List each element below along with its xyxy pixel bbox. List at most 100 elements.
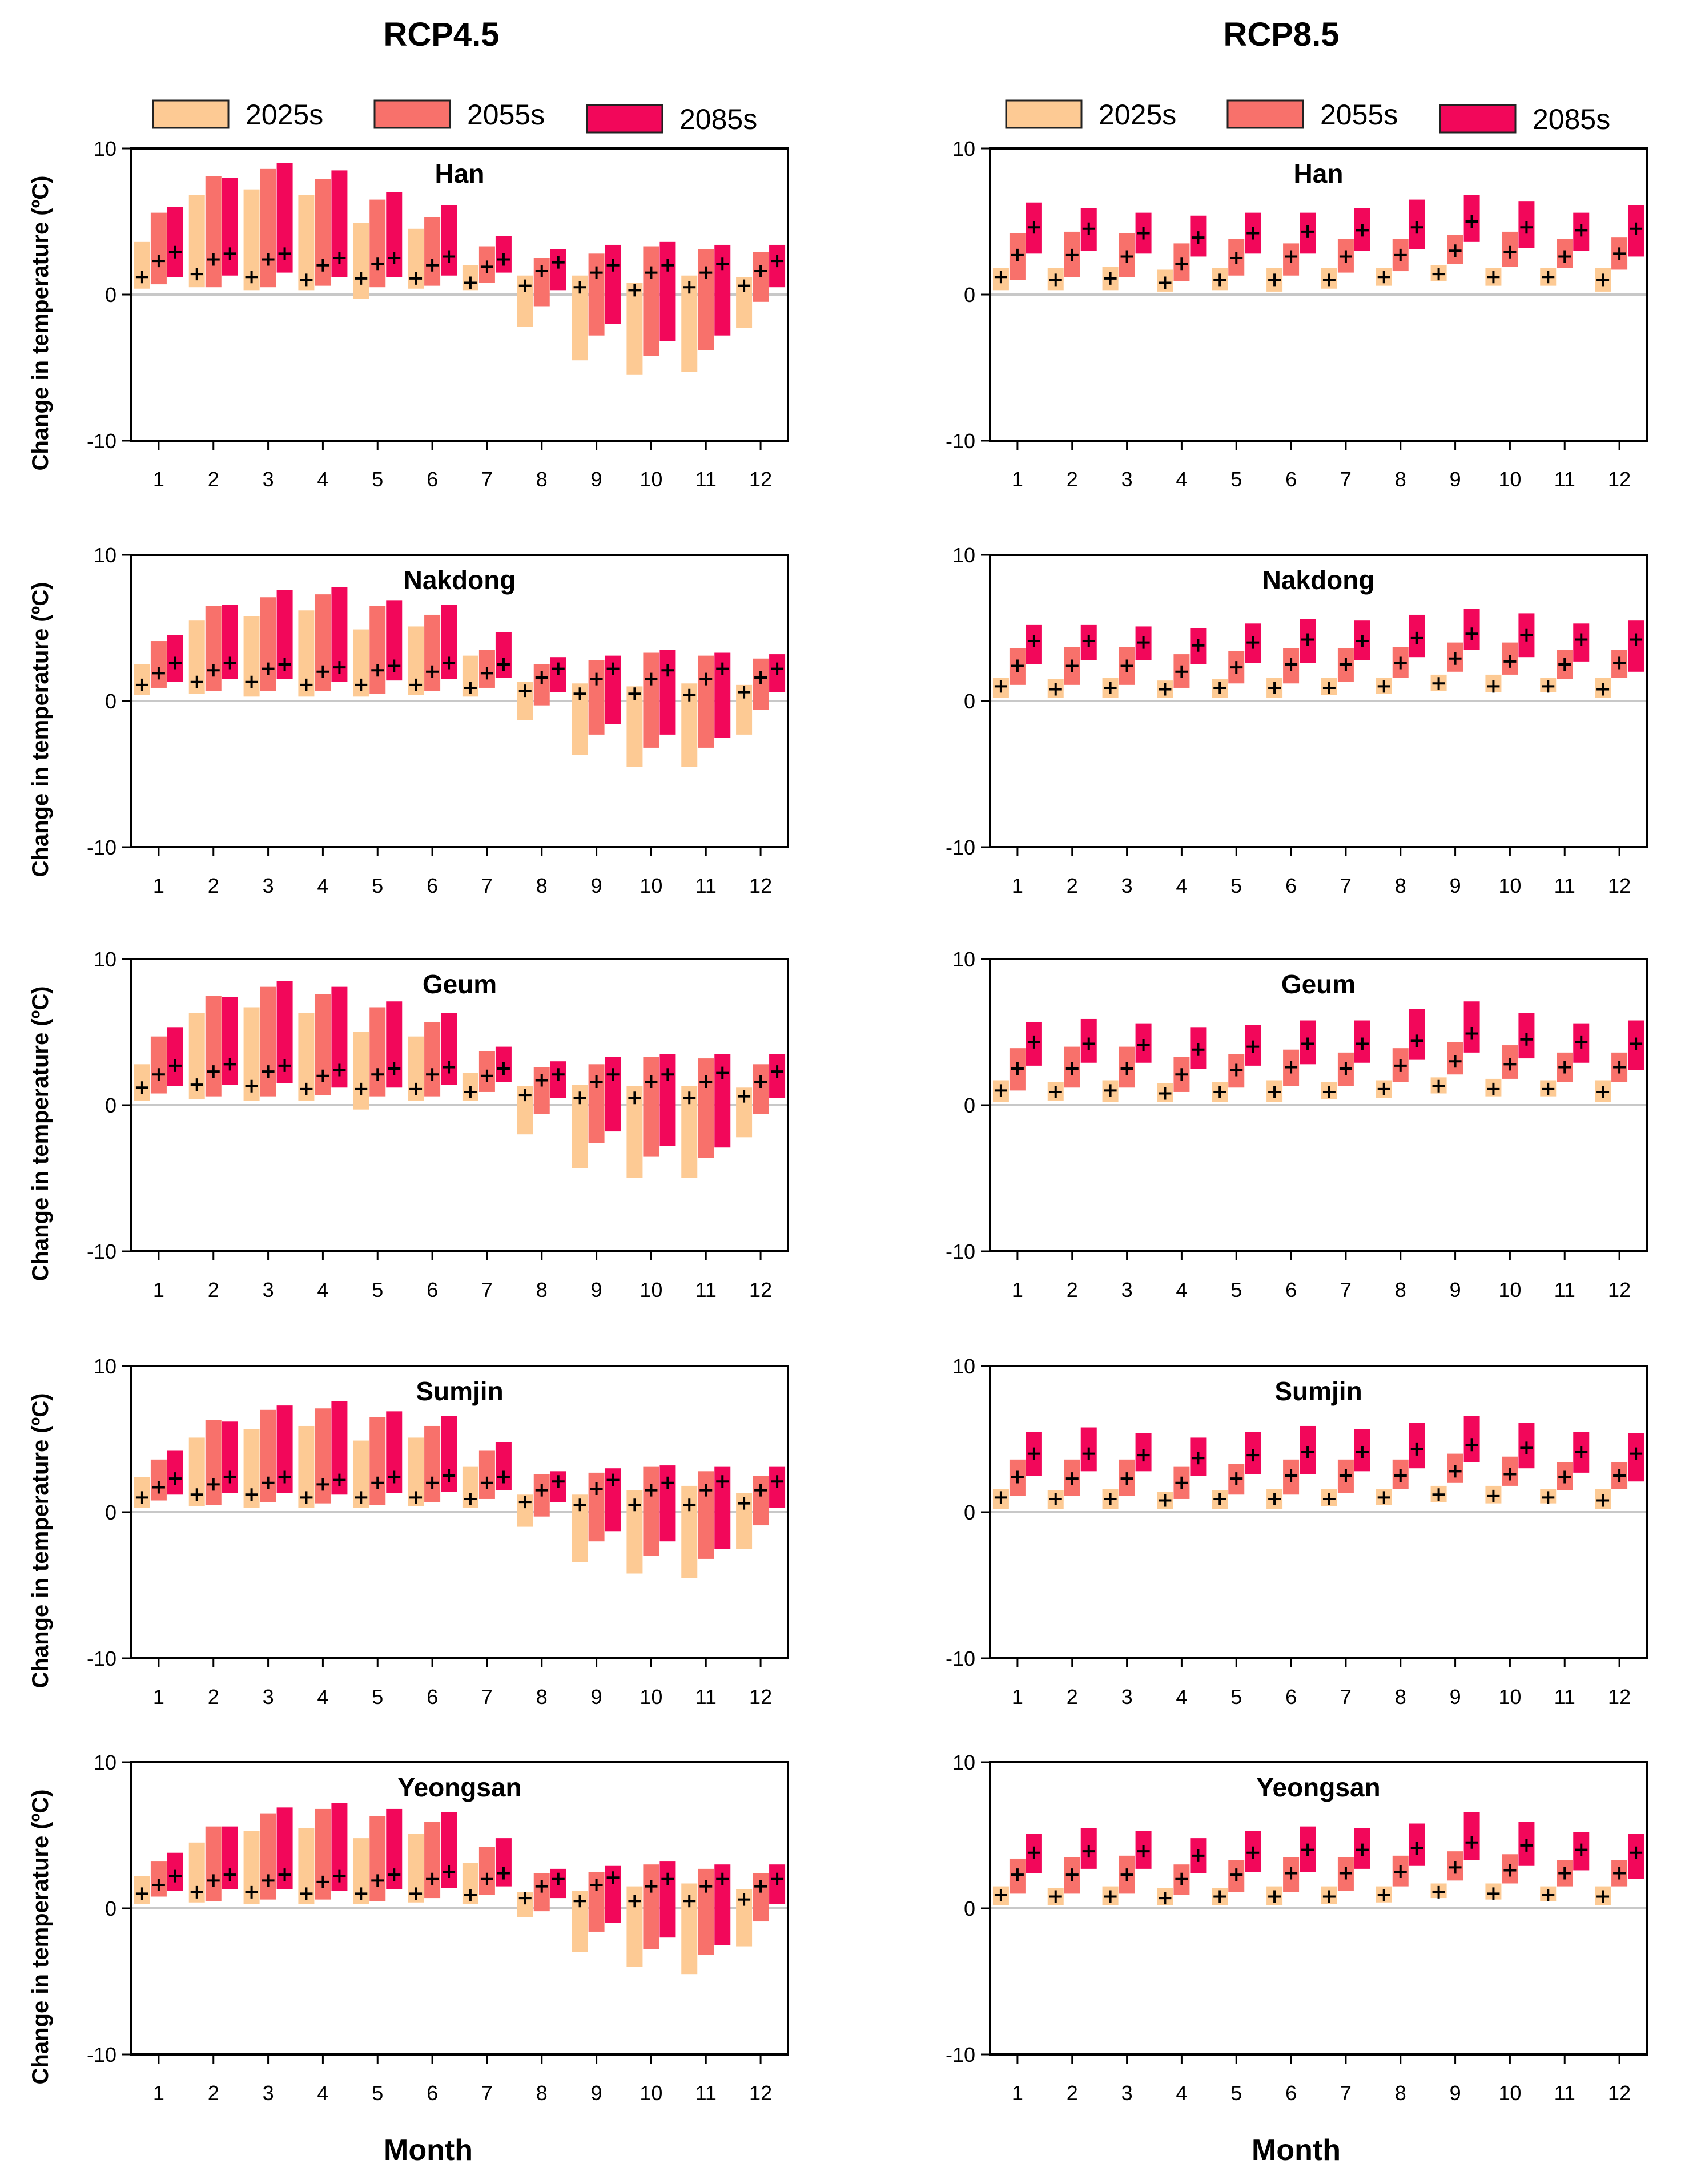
x-tick-label: 9 bbox=[591, 874, 602, 897]
legend-label-2085s: 2085s bbox=[1533, 103, 1610, 135]
mean-marker-2055s-month-6 bbox=[426, 259, 439, 272]
x-tick-label: 5 bbox=[372, 468, 383, 491]
x-tick-label: 8 bbox=[536, 2081, 548, 2105]
y-tick-label: 0 bbox=[105, 690, 116, 713]
mean-marker-2025s-month-4 bbox=[1159, 683, 1172, 696]
mean-marker-2025s-month-7 bbox=[464, 1888, 477, 1901]
mean-marker-2085s-month-6 bbox=[443, 656, 456, 670]
x-tick-label: 7 bbox=[1340, 874, 1352, 897]
x-tick-label: 8 bbox=[536, 468, 548, 491]
mean-marker-2025s-month-5 bbox=[1213, 273, 1226, 287]
y-tick-label: 10 bbox=[952, 1355, 975, 1378]
mean-marker-2055s-month-10 bbox=[645, 1880, 658, 1893]
mean-marker-2055s-month-10 bbox=[645, 1484, 658, 1497]
mean-marker-2055s-month-6 bbox=[1285, 250, 1298, 263]
legend-rcp85: 2025s 2055s 2085s bbox=[1005, 99, 1610, 135]
mean-marker-2055s-month-10 bbox=[1503, 245, 1517, 259]
x-tick-label: 8 bbox=[536, 1278, 548, 1301]
y-axis-title: Change in temperature (ºC) bbox=[28, 176, 53, 471]
x-tick-label: 6 bbox=[1285, 874, 1297, 897]
x-tick-label: 6 bbox=[427, 874, 438, 897]
x-tick-label: 4 bbox=[1176, 468, 1187, 491]
mean-marker-2085s-month-12 bbox=[1630, 1846, 1643, 1859]
mean-marker-2055s-month-1 bbox=[152, 667, 165, 680]
mean-marker-2055s-month-11 bbox=[699, 672, 713, 686]
panel-title: Han bbox=[435, 159, 485, 188]
mean-marker-2085s-month-6 bbox=[443, 250, 456, 263]
x-tick-label: 6 bbox=[427, 2081, 438, 2105]
mean-marker-2085s-month-3 bbox=[1137, 1449, 1150, 1462]
range-bar-2055s-month-7 bbox=[478, 1450, 495, 1499]
x-tick-label: 12 bbox=[749, 2081, 772, 2105]
mean-marker-2085s-month-5 bbox=[388, 1062, 401, 1075]
range-bar-2055s-month-1 bbox=[150, 1459, 167, 1501]
mean-marker-2055s-month-10 bbox=[1503, 1058, 1517, 1071]
mean-marker-2025s-month-9 bbox=[1432, 1885, 1445, 1899]
x-tick-label: 3 bbox=[1121, 1278, 1133, 1301]
mean-marker-2085s-month-7 bbox=[497, 658, 510, 671]
mean-marker-2055s-month-12 bbox=[754, 265, 767, 278]
range-bar-2085s-month-7 bbox=[495, 632, 512, 678]
mean-marker-2085s-month-11 bbox=[1575, 633, 1588, 646]
mean-marker-2025s-month-1 bbox=[994, 1491, 1007, 1504]
mean-marker-2055s-month-4 bbox=[316, 1069, 329, 1082]
x-tick-label: 8 bbox=[536, 874, 548, 897]
mean-marker-2055s-month-7 bbox=[1339, 658, 1352, 671]
mean-marker-2085s-month-12 bbox=[1630, 1447, 1643, 1460]
mean-marker-2055s-month-5 bbox=[1230, 1472, 1243, 1485]
range-bar-2025s-month-5 bbox=[353, 1032, 369, 1110]
x-tick-label: 12 bbox=[1608, 1685, 1631, 1708]
mean-marker-2085s-month-4 bbox=[1192, 639, 1205, 652]
y-tick-label: -10 bbox=[87, 836, 116, 859]
mean-marker-2055s-month-7 bbox=[1339, 1469, 1352, 1482]
mean-marker-2085s-month-5 bbox=[1246, 1846, 1260, 1859]
x-tick-label: 12 bbox=[749, 874, 772, 897]
y-tick-label: 0 bbox=[964, 1897, 975, 1920]
x-tick-label: 3 bbox=[1121, 1685, 1133, 1708]
mean-marker-2025s-month-11 bbox=[683, 1498, 696, 1512]
mean-marker-2055s-month-10 bbox=[645, 672, 658, 686]
mean-marker-2055s-month-3 bbox=[262, 1065, 275, 1078]
mean-marker-2025s-month-2 bbox=[190, 268, 203, 281]
x-tick-label: 10 bbox=[1498, 2081, 1521, 2105]
mean-marker-2055s-month-1 bbox=[1011, 1868, 1024, 1881]
range-bar-2055s-month-11 bbox=[698, 249, 714, 350]
range-bar-2055s-month-1 bbox=[150, 641, 167, 688]
x-tick-label: 10 bbox=[640, 468, 662, 491]
mean-marker-2055s-month-9 bbox=[590, 1075, 603, 1089]
x-tick-label: 1 bbox=[1012, 1685, 1023, 1708]
mean-marker-2085s-month-9 bbox=[606, 1473, 620, 1486]
mean-marker-2085s-month-10 bbox=[661, 1068, 674, 1081]
x-tick-label: 9 bbox=[591, 468, 602, 491]
range-bar-2055s-month-11 bbox=[698, 655, 714, 748]
y-tick-label: 0 bbox=[964, 1094, 975, 1117]
mean-marker-2085s-month-7 bbox=[1356, 224, 1369, 237]
mean-marker-2025s-month-5 bbox=[1213, 1492, 1226, 1505]
legend-swatch-2025s bbox=[152, 99, 230, 129]
mean-marker-2085s-month-11 bbox=[716, 1475, 729, 1488]
mean-marker-2055s-month-1 bbox=[152, 255, 165, 268]
mean-marker-2055s-month-7 bbox=[1339, 250, 1352, 263]
mean-marker-2025s-month-4 bbox=[1159, 1494, 1172, 1507]
range-bar-2085s-month-9 bbox=[1463, 1001, 1480, 1053]
mean-marker-2055s-month-1 bbox=[152, 1068, 165, 1081]
range-bar-2085s-month-9 bbox=[1463, 1812, 1480, 1860]
x-tick-label: 9 bbox=[1450, 1278, 1461, 1301]
x-tick-label: 4 bbox=[317, 1278, 328, 1301]
mean-marker-2055s-month-9 bbox=[590, 1879, 603, 1892]
mean-marker-2025s-month-8 bbox=[518, 1892, 532, 1905]
mean-marker-2055s-month-4 bbox=[1175, 1476, 1188, 1489]
mean-marker-2085s-month-4 bbox=[333, 1473, 346, 1486]
mean-marker-2025s-month-12 bbox=[738, 1090, 751, 1103]
mean-marker-2025s-month-5 bbox=[355, 678, 368, 691]
mean-marker-2055s-month-5 bbox=[371, 257, 384, 271]
mean-marker-2025s-month-12 bbox=[738, 686, 751, 699]
mean-marker-2055s-month-7 bbox=[480, 1872, 493, 1885]
mean-marker-2025s-month-7 bbox=[1322, 1890, 1336, 1903]
y-tick-label: 10 bbox=[94, 543, 116, 567]
mean-marker-2025s-month-8 bbox=[1377, 1491, 1390, 1504]
mean-marker-2025s-month-2 bbox=[190, 1078, 203, 1091]
range-bar-2055s-month-10 bbox=[643, 1864, 659, 1949]
